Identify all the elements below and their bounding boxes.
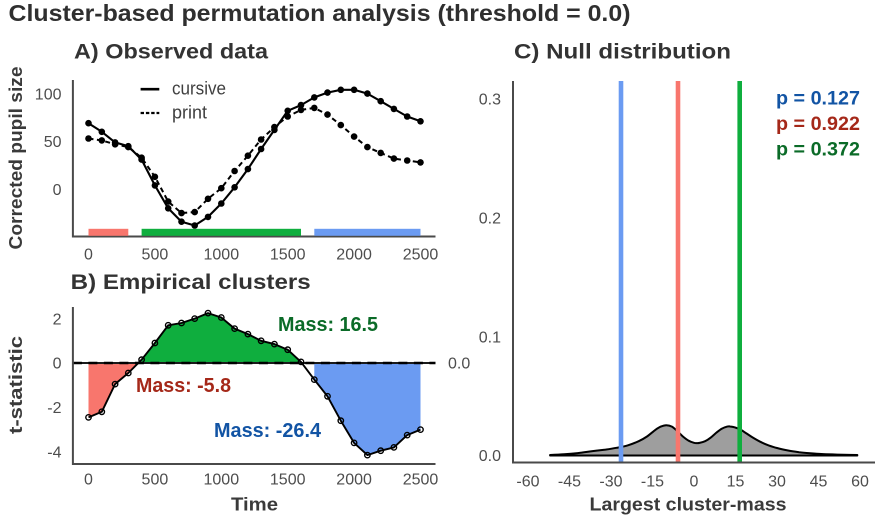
svg-text:2500: 2500 <box>403 247 439 264</box>
svg-text:-45: -45 <box>558 473 581 490</box>
svg-text:2000: 2000 <box>336 247 372 264</box>
svg-text:15: 15 <box>727 473 745 490</box>
svg-text:100: 100 <box>35 86 62 103</box>
svg-text:0.0: 0.0 <box>448 356 470 373</box>
svg-text:500: 500 <box>142 247 169 264</box>
svg-text:2000: 2000 <box>336 471 372 488</box>
svg-text:-30: -30 <box>599 473 622 490</box>
svg-text:p = 0.922: p = 0.922 <box>776 114 860 135</box>
svg-text:30: 30 <box>768 473 786 490</box>
svg-text:0.1: 0.1 <box>479 329 501 346</box>
svg-text:Cluster-based permutation anal: Cluster-based permutation analysis (thre… <box>9 0 631 26</box>
svg-text:A) Observed data: A) Observed data <box>74 41 268 64</box>
svg-text:60: 60 <box>851 473 869 490</box>
svg-text:0.2: 0.2 <box>479 210 501 227</box>
svg-text:-15: -15 <box>641 473 664 490</box>
svg-text:print: print <box>172 102 207 122</box>
svg-text:p = 0.372: p = 0.372 <box>776 139 860 160</box>
svg-text:Largest cluster-mass: Largest cluster-mass <box>590 495 787 515</box>
svg-text:2500: 2500 <box>403 471 439 488</box>
svg-text:0: 0 <box>53 356 62 373</box>
svg-text:1500: 1500 <box>270 471 306 488</box>
svg-text:cursive: cursive <box>172 79 226 99</box>
svg-text:Mass: -26.4: Mass: -26.4 <box>214 420 322 442</box>
svg-text:t-statistic: t-statistic <box>6 336 26 434</box>
svg-text:2: 2 <box>53 311 62 328</box>
svg-text:50: 50 <box>44 134 62 151</box>
svg-text:0.0: 0.0 <box>479 448 501 465</box>
svg-text:p = 0.127: p = 0.127 <box>776 89 860 110</box>
svg-text:500: 500 <box>142 471 169 488</box>
svg-text:-2: -2 <box>47 400 61 417</box>
svg-text:Mass: 16.5: Mass: 16.5 <box>278 314 378 336</box>
svg-text:Time: Time <box>231 495 278 515</box>
svg-text:0: 0 <box>53 182 62 199</box>
svg-text:0: 0 <box>84 247 93 264</box>
svg-text:1500: 1500 <box>270 247 306 264</box>
svg-text:0.3: 0.3 <box>479 92 501 109</box>
svg-text:0: 0 <box>84 471 93 488</box>
svg-text:-4: -4 <box>47 445 61 462</box>
svg-text:B) Empirical clusters: B) Empirical clusters <box>71 271 311 294</box>
svg-text:-60: -60 <box>516 473 539 490</box>
svg-text:Corrected pupil size: Corrected pupil size <box>6 67 26 250</box>
svg-text:0: 0 <box>690 473 699 490</box>
svg-text:1000: 1000 <box>204 471 240 488</box>
svg-text:45: 45 <box>810 473 828 490</box>
svg-text:Mass: -5.8: Mass: -5.8 <box>136 375 231 397</box>
svg-text:C) Null distribution: C) Null distribution <box>514 41 731 64</box>
svg-text:1000: 1000 <box>204 247 240 264</box>
